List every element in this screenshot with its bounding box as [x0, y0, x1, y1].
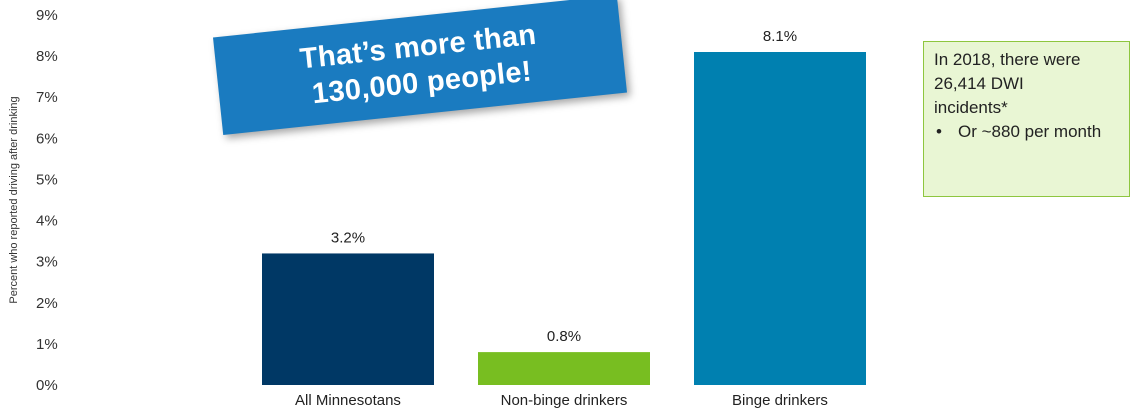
- y-tick-label: 4%: [36, 213, 58, 230]
- y-axis-ticks: 0% 1% 2% 3% 4% 5% 6% 7% 8% 9%: [36, 7, 58, 394]
- dwi-callout-box: In 2018, there were 26,414 DWI incidents…: [923, 41, 1130, 197]
- callout-line-1: In 2018, there were: [934, 50, 1081, 69]
- value-labels: 3.2% 0.8% 8.1%: [331, 28, 797, 345]
- bar-value-label: 8.1%: [763, 28, 797, 45]
- x-category-label: Binge drinkers: [732, 392, 828, 409]
- y-tick-label: 7%: [36, 89, 58, 106]
- y-tick-label: 2%: [36, 295, 58, 312]
- x-axis-labels: All Minnesotans Non-binge drinkers Binge d…: [295, 392, 828, 409]
- bar-value-label: 0.8%: [547, 328, 581, 345]
- bar: [478, 352, 650, 385]
- x-category-label: All Minnesotans: [295, 392, 401, 409]
- y-tick-label: 9%: [36, 7, 58, 24]
- y-tick-label: 8%: [36, 48, 58, 65]
- callout-line-3: incidents*: [934, 98, 1008, 117]
- bar: [262, 253, 434, 385]
- bullet-icon: •: [936, 122, 942, 141]
- y-tick-label: 3%: [36, 254, 58, 271]
- callout-bullet-text: Or ~880 per month: [958, 122, 1102, 141]
- y-tick-label: 0%: [36, 377, 58, 394]
- bar-value-label: 3.2%: [331, 229, 365, 246]
- bar: [694, 52, 866, 385]
- banner-text: That’s more than 130,000 people!: [298, 18, 538, 111]
- y-tick-label: 5%: [36, 171, 58, 188]
- y-tick-label: 6%: [36, 130, 58, 147]
- callout-bullet-item: • Or ~880 per month: [936, 120, 1119, 144]
- callout-line-2: 26,414 DWI: [934, 74, 1024, 93]
- x-category-label: Non-binge drinkers: [501, 392, 628, 409]
- y-tick-label: 1%: [36, 336, 58, 353]
- bars: [262, 52, 866, 385]
- y-axis-title: Percent who reported driving after drink…: [8, 96, 20, 304]
